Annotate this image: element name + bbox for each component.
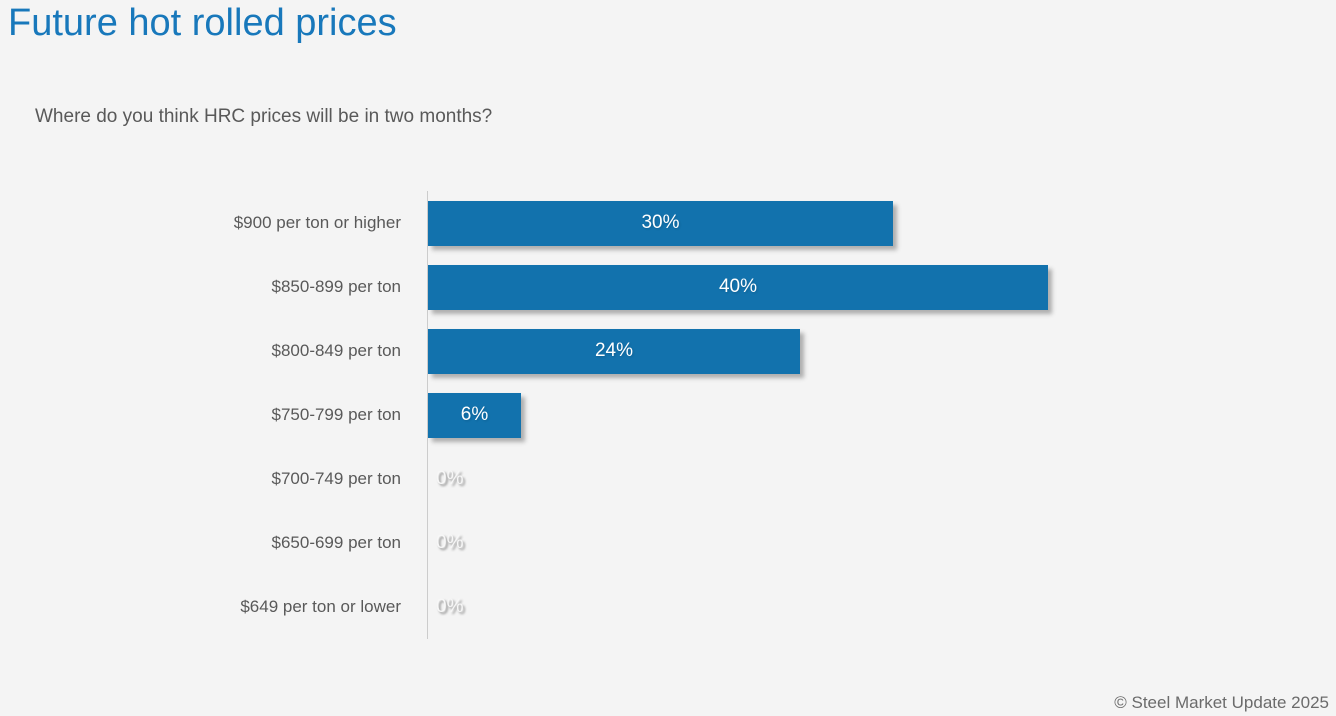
value-label: 6%: [460, 404, 489, 425]
bar: 40%: [428, 264, 1048, 310]
value-label: 30%: [641, 212, 680, 233]
chart-row: $800-849 per ton 24%: [0, 319, 1336, 383]
chart-row: $850-899 per ton 40%: [0, 255, 1336, 319]
chart-row: $750-799 per ton 6%: [0, 383, 1336, 447]
category-label: $800-849 per ton: [271, 341, 402, 360]
value-label: 40%: [718, 276, 758, 297]
bar-track: 40%: [428, 264, 1336, 310]
page-title: Future hot rolled prices: [8, 2, 397, 44]
bar-track: 0%: [428, 521, 1336, 566]
category-label: $650-699 per ton: [271, 533, 402, 552]
bar: 0%: [428, 585, 1336, 630]
chart-row: $650-699 per ton 0%: [0, 511, 1336, 575]
value-label: 24%: [594, 340, 634, 361]
bar-track: 0%: [428, 457, 1336, 502]
category-label: $700-749 per ton: [271, 469, 402, 488]
bar: 30%: [428, 200, 893, 246]
y-axis-line: [427, 191, 428, 639]
bar: 0%: [428, 457, 1336, 502]
bar: 24%: [428, 328, 800, 374]
bar-track: 0%: [428, 585, 1336, 630]
bar-chart: $900 per ton or higher 30% $850-899 per …: [0, 191, 1336, 639]
bar-track: 6%: [428, 392, 1336, 438]
value-label: 0%: [436, 532, 464, 553]
chart-row: $700-749 per ton 0%: [0, 447, 1336, 511]
category-label: $900 per ton or higher: [233, 213, 401, 232]
copyright-footer: © Steel Market Update 2025: [1114, 693, 1329, 712]
category-label: $850-899 per ton: [271, 277, 402, 296]
bar: 6%: [428, 392, 521, 438]
value-label: 0%: [436, 468, 464, 489]
bar-track: 30%: [428, 200, 1336, 246]
bar: 0%: [428, 521, 1336, 566]
chart-row: $649 per ton or lower 0%: [0, 575, 1336, 639]
bar-track: 24%: [428, 328, 1336, 374]
value-label: 0%: [436, 596, 464, 617]
chart-row: $900 per ton or higher 30%: [0, 191, 1336, 255]
chart-rows: $900 per ton or higher 30% $850-899 per …: [0, 191, 1336, 639]
category-label: $750-799 per ton: [271, 405, 402, 424]
chart-question: Where do you think HRC prices will be in…: [35, 106, 493, 127]
category-label: $649 per ton or lower: [240, 597, 401, 616]
